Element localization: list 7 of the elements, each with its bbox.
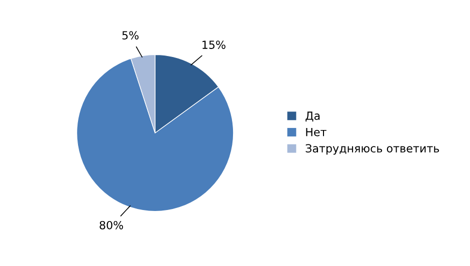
data-label: 80% [100, 220, 124, 230]
legend-label: Да [306, 112, 320, 122]
legend-label: Нет [306, 128, 326, 136]
pie-slice [76, 58, 234, 212]
legend-label: Затрудняюсь ответить [306, 144, 439, 155]
data-label: 15% [202, 40, 226, 49]
data-label: 5% [122, 31, 139, 40]
